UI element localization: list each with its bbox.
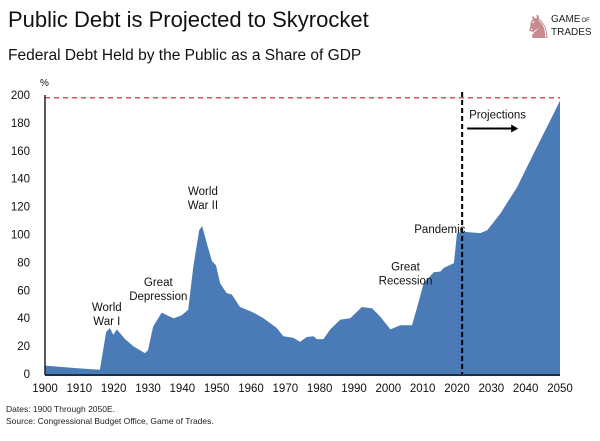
annotation-label: War II	[188, 200, 218, 212]
annotation-label: Depression	[129, 291, 187, 303]
x-tick-label: 2050	[547, 383, 573, 395]
debt-area	[45, 100, 560, 374]
x-tick-label: 1970	[273, 383, 299, 395]
annotation-label: Great	[391, 262, 421, 274]
logo-text-line2: TRADES	[551, 27, 592, 38]
x-tick-label: 1930	[135, 383, 161, 395]
x-tick-label: 1900	[32, 383, 58, 395]
note-dates: Dates: 1900 Through 2050E.	[6, 404, 115, 414]
x-tick-label: 2020	[444, 383, 470, 395]
logo: ♞ GAMEOF TRADES	[524, 9, 592, 45]
x-tick-label: 2040	[513, 383, 539, 395]
x-tick-label: 2030	[479, 383, 505, 395]
y-tick-label: 120	[11, 202, 30, 214]
annotation-label: World	[188, 186, 218, 198]
x-tick-label: 2000	[376, 383, 402, 395]
annotation-label: War I	[93, 316, 120, 328]
projection-label: Projections	[469, 110, 526, 122]
y-tick-label: 200	[11, 90, 30, 102]
note-source: Source: Congressional Budget Office, Gam…	[6, 416, 214, 426]
y-tick-label: 0	[24, 369, 30, 381]
y-tick-label: 40	[17, 313, 30, 325]
annotation-label: World	[92, 302, 122, 314]
x-tick-label: 2010	[410, 383, 436, 395]
y-tick-label: 160	[11, 146, 30, 158]
x-tick-label: 1910	[67, 383, 93, 395]
chart-title: Public Debt is Projected to Skyrocket	[8, 7, 369, 32]
x-tick-label: 1940	[170, 383, 196, 395]
y-tick-label: 20	[17, 341, 30, 353]
arrow-head-icon	[511, 124, 519, 133]
x-tick-label: 1980	[307, 383, 333, 395]
x-tick-label: 1960	[238, 383, 264, 395]
y-tick-label: 100	[11, 230, 30, 242]
y-tick-label: 180	[11, 118, 30, 130]
x-tick-label: 1950	[204, 383, 230, 395]
chart-subtitle: Federal Debt Held by the Public as a Sha…	[8, 47, 361, 64]
y-tick-label: 60	[17, 285, 30, 297]
knight-logo-icon: ♞	[524, 9, 553, 45]
annotation-label: Great	[144, 277, 174, 289]
x-tick-label: 1990	[341, 383, 367, 395]
y-tick-label: 80	[17, 257, 30, 269]
x-tick-label: 1920	[101, 383, 127, 395]
logo-text-line1: GAMEOF	[551, 14, 590, 25]
y-axis-label: %	[40, 78, 49, 89]
annotation-label: Pandemic	[414, 224, 465, 236]
annotation-label: Recession	[379, 276, 433, 288]
y-tick-label: 140	[11, 174, 30, 186]
